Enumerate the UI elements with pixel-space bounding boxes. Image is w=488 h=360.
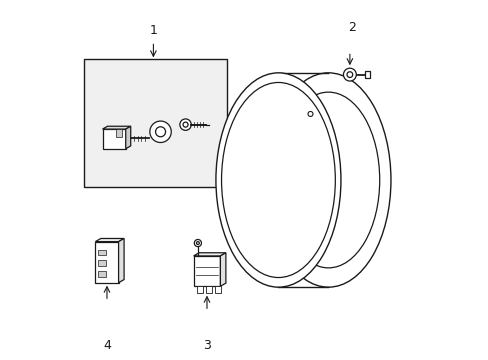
Polygon shape (220, 253, 225, 286)
Polygon shape (116, 129, 122, 137)
Polygon shape (125, 126, 130, 149)
Bar (364, 71, 369, 78)
Text: 2: 2 (347, 21, 355, 33)
Circle shape (343, 68, 356, 81)
Polygon shape (102, 126, 130, 129)
Circle shape (149, 121, 171, 143)
Polygon shape (95, 242, 118, 283)
Polygon shape (102, 129, 125, 149)
Ellipse shape (216, 73, 340, 287)
Circle shape (155, 127, 165, 137)
Bar (83, 59, 226, 187)
Bar (97, 249, 106, 255)
Polygon shape (193, 256, 220, 286)
Circle shape (346, 72, 352, 77)
Bar (215, 286, 220, 293)
Circle shape (194, 239, 201, 247)
Bar (197, 286, 203, 293)
Circle shape (196, 242, 199, 244)
Bar (97, 260, 106, 266)
Text: 1: 1 (149, 24, 157, 37)
Circle shape (183, 122, 188, 127)
Ellipse shape (221, 82, 335, 278)
Polygon shape (118, 238, 124, 283)
Text: 3: 3 (203, 339, 210, 352)
Polygon shape (278, 73, 328, 287)
Polygon shape (193, 253, 225, 256)
Polygon shape (95, 238, 124, 242)
Circle shape (307, 112, 312, 116)
Bar (97, 271, 106, 277)
Bar (205, 286, 211, 293)
Text: 4: 4 (103, 339, 111, 352)
Circle shape (180, 119, 191, 130)
